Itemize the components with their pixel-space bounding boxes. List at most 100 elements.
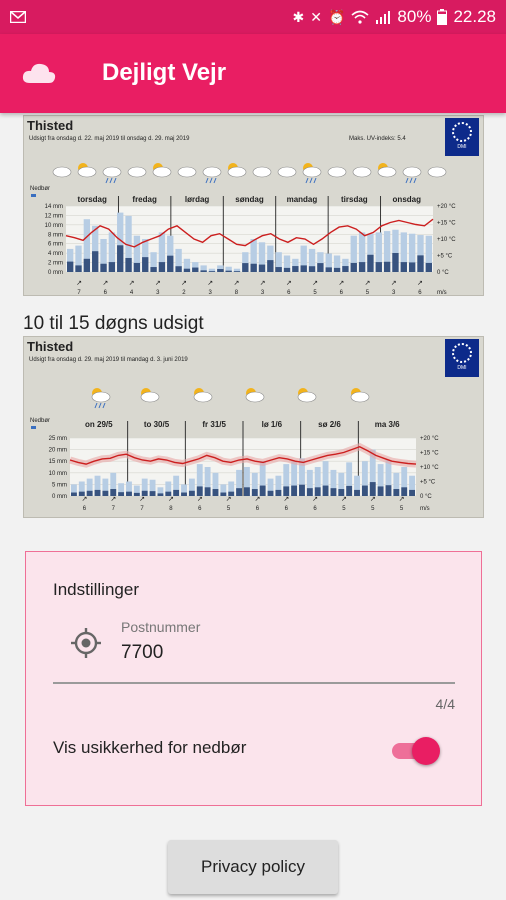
day-label: lørdag	[185, 195, 210, 204]
toggle-thumb[interactable]	[412, 737, 440, 765]
wifi-icon	[351, 10, 369, 24]
precip-bar-uncertain	[204, 467, 211, 496]
precip-bar-uncertain	[283, 464, 290, 496]
precip-bar	[150, 267, 157, 272]
rain-icon	[409, 177, 413, 184]
day-label: on 29/5	[85, 420, 113, 429]
precip-bar-uncertain	[425, 235, 432, 272]
precip-bar-uncertain	[361, 461, 368, 496]
precip-bar-uncertain	[350, 235, 357, 272]
precip-bar-uncertain	[183, 258, 191, 272]
precip-bar	[251, 489, 258, 496]
y-tick-label: 20 mm	[49, 448, 67, 454]
y-tick-label: 0 mm	[52, 494, 67, 500]
precip-bar-uncertain	[291, 461, 298, 496]
wind-arrow-icon: ↗	[260, 280, 266, 287]
wind-speed-label: 3	[209, 290, 213, 296]
wind-arrow-icon: ↗	[341, 496, 347, 503]
wind-speed-label: 7	[140, 506, 144, 512]
postal-code-input[interactable]: 7700	[121, 642, 164, 663]
y-tick-label: 25 mm	[49, 436, 67, 442]
precip-bar	[300, 265, 307, 272]
y-tick-label: 15 mm	[49, 459, 67, 465]
precip-bar-uncertain	[317, 252, 324, 272]
precip-bar	[291, 485, 298, 496]
precip-bar-uncertain	[385, 460, 392, 496]
precip-uncertainty-toggle[interactable]	[390, 735, 442, 765]
wind-arrow-icon: ↗	[338, 280, 344, 287]
precip-bar-uncertain	[258, 242, 266, 272]
precip-bar	[314, 487, 321, 496]
precip-bar	[188, 490, 195, 496]
precip-bar-uncertain	[275, 475, 282, 496]
temp-tick-label: +20 °C	[420, 436, 439, 442]
wind-speed-label: 6	[83, 506, 87, 512]
precip-bar-uncertain	[275, 252, 282, 272]
precip-bar	[92, 251, 99, 272]
precip-bar-uncertain	[192, 262, 199, 272]
precip-bar-uncertain	[354, 475, 360, 496]
y-tick-label: 10 mm	[45, 223, 63, 229]
precip-bar	[306, 488, 313, 496]
precip-bar-uncertain	[108, 232, 116, 272]
precip-legend-swatch	[31, 194, 36, 197]
precip-bar-uncertain	[92, 225, 99, 272]
precip-bar	[361, 485, 368, 496]
cloud-icon	[22, 63, 56, 83]
precip-bar	[157, 493, 164, 496]
precip-bar-uncertain	[150, 252, 157, 272]
precip-bar	[142, 257, 149, 272]
precip-bar	[167, 255, 174, 272]
wind-arrow-icon: ↗	[129, 280, 135, 287]
precip-bar-uncertain	[233, 268, 241, 272]
rain-icon	[309, 177, 313, 184]
precip-bar-uncertain	[342, 258, 349, 272]
precip-bar	[217, 269, 224, 272]
precip-bar-uncertain	[346, 462, 353, 496]
precip-bar	[244, 487, 250, 496]
rain-icon	[98, 402, 102, 409]
precip-bar-uncertain	[75, 245, 82, 272]
precip-bar	[367, 254, 374, 272]
privacy-policy-button[interactable]: Privacy policy	[168, 840, 338, 894]
y-tick-label: 0 mm	[48, 270, 63, 276]
precip-bar-uncertain	[188, 478, 195, 496]
rain-icon	[113, 177, 117, 184]
day-label: fredag	[132, 195, 157, 204]
rain-icon	[109, 177, 113, 184]
cloud-icon	[277, 166, 297, 178]
cloud-icon	[127, 166, 147, 178]
precip-bar-uncertain	[306, 469, 313, 496]
precip-bar	[141, 490, 148, 496]
cloud-icon	[350, 391, 370, 403]
y-tick-label: 14 mm	[45, 204, 63, 210]
wind-speed-label: 6	[418, 290, 422, 296]
wind-speed-label: 6	[340, 290, 344, 296]
wind-speed-label: 6	[313, 506, 317, 512]
precip-bar-uncertain	[283, 255, 291, 272]
precip-bar-uncertain	[325, 253, 332, 272]
cloud-icon	[427, 166, 447, 178]
wind-arrow-icon: ↗	[283, 496, 289, 503]
precip-bar-uncertain	[133, 485, 140, 496]
wind-arrow-icon: ↗	[365, 280, 371, 287]
precip-bar	[325, 267, 332, 272]
rain-icon	[313, 177, 317, 184]
rain-icon	[405, 177, 409, 184]
mail-icon	[10, 11, 26, 23]
precip-bar	[78, 491, 85, 496]
rain-icon	[413, 177, 417, 184]
temp-tick-label: +5 °C	[420, 480, 436, 486]
precip-bar	[75, 265, 82, 272]
location-target-icon[interactable]	[69, 626, 103, 660]
wind-unit-label: m/s	[437, 290, 447, 296]
precip-bar-uncertain	[408, 233, 416, 272]
wind-speed-label: 5	[400, 506, 404, 512]
precip-bar	[330, 488, 337, 496]
day-label: ma 3/6	[375, 420, 400, 429]
precip-bar	[71, 492, 77, 496]
cloud-icon	[302, 166, 322, 178]
cloud-icon	[377, 166, 397, 178]
precip-bar-uncertain	[367, 233, 374, 272]
wind-speed-label: 6	[198, 506, 202, 512]
